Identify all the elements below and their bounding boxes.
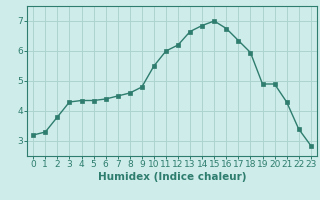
X-axis label: Humidex (Indice chaleur): Humidex (Indice chaleur) <box>98 172 246 182</box>
